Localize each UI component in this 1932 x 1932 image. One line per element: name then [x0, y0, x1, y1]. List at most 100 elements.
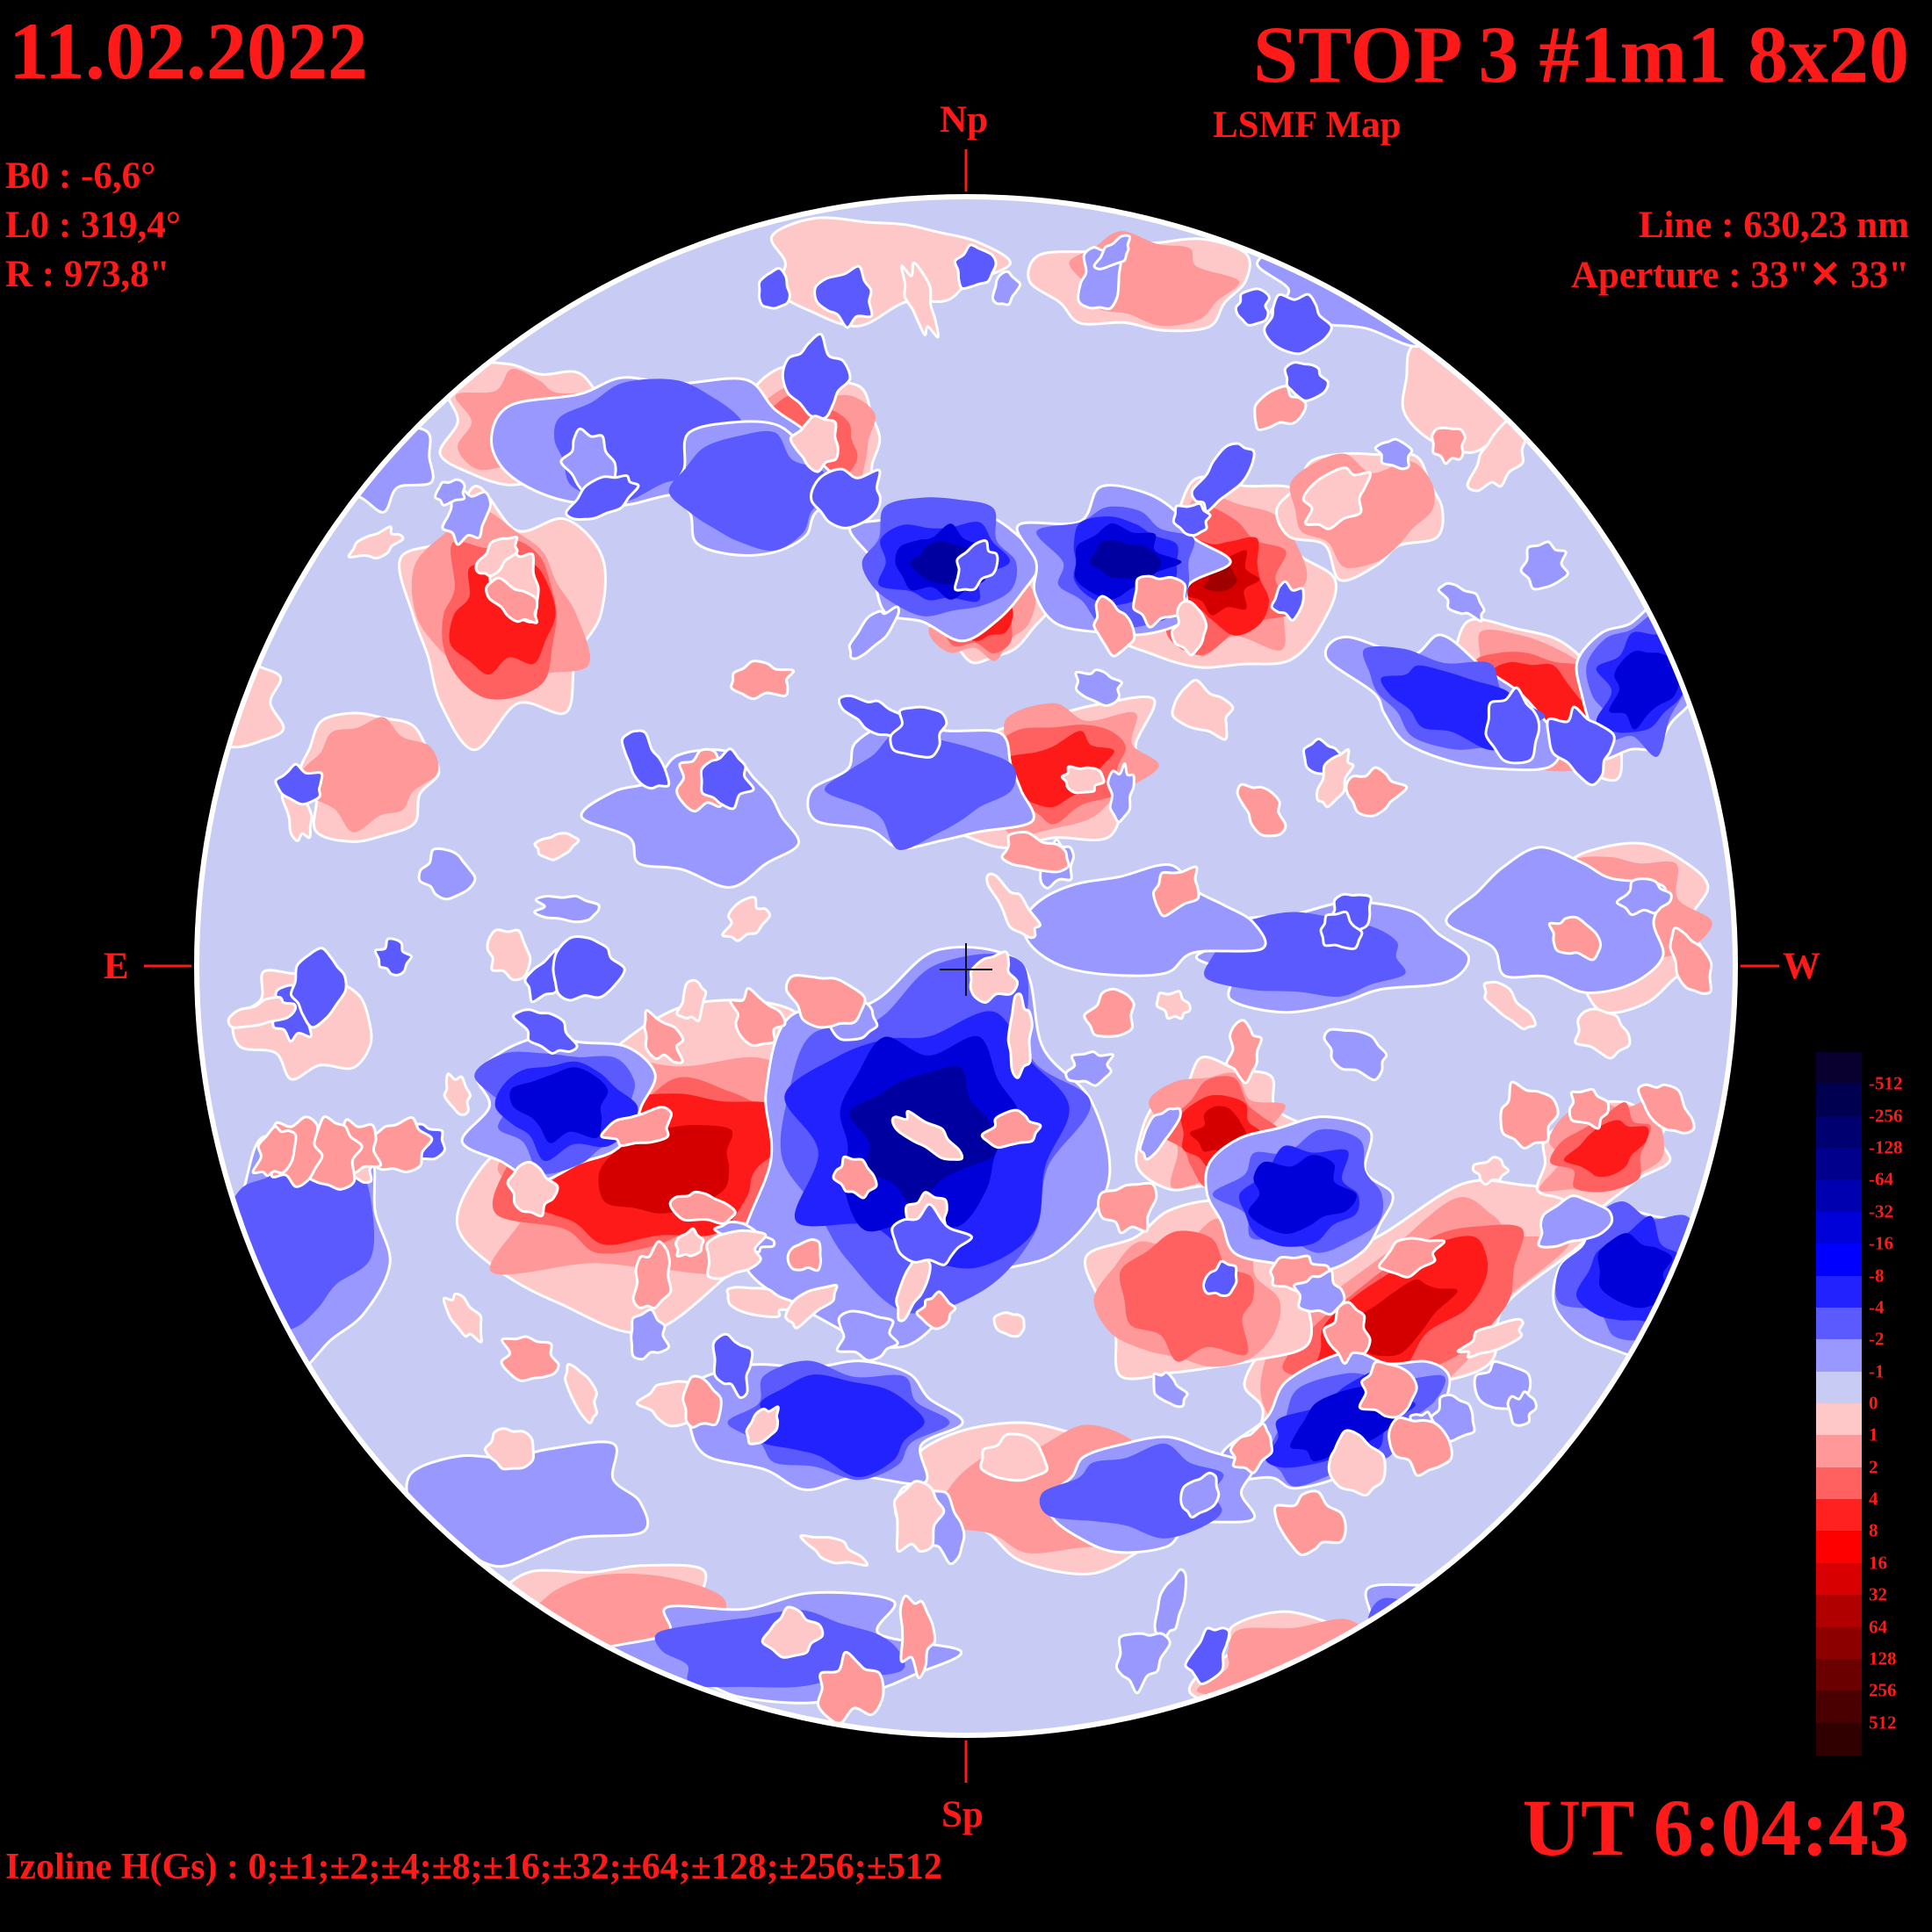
- legend-label: -512: [1869, 1072, 1903, 1094]
- aperture-size: Aperture : 33"✕ 33": [1570, 255, 1909, 296]
- west-label: W: [1783, 946, 1820, 987]
- legend-label: 4: [1869, 1488, 1878, 1510]
- color-scale-legend: [1816, 1052, 1862, 1755]
- legend-label: 512: [1869, 1712, 1897, 1734]
- positive-speckle: [789, 415, 840, 473]
- positive-speckle: [631, 1240, 673, 1310]
- negative-speckle: [512, 1008, 579, 1056]
- positive-speckle: [227, 996, 298, 1029]
- negative-speckle: [781, 332, 852, 421]
- legend-label: -256: [1869, 1105, 1903, 1127]
- negative-speckle: [813, 264, 874, 329]
- positive-speckle: [474, 535, 519, 578]
- negative-field-region: [1359, 1585, 1560, 1693]
- positive-speckle: [1301, 466, 1373, 530]
- compass-ticks: [144, 149, 1779, 1783]
- positive-speckle: [347, 525, 405, 560]
- legend-label: 64: [1869, 1616, 1887, 1638]
- map-title: STOP 3 #1m1 8x20: [1252, 10, 1909, 99]
- positive-speckle: [486, 928, 532, 982]
- negative-speckle: [1152, 1371, 1189, 1409]
- positive-speckle: [1092, 595, 1136, 658]
- negative-field-region: [1597, 1233, 1675, 1308]
- negative-field-region: [825, 731, 1017, 850]
- negative-speckle: [991, 270, 1022, 306]
- positive-speckle: [895, 1244, 932, 1323]
- positive-speckle: [1097, 1181, 1158, 1235]
- negative-field-region: [1609, 650, 1680, 730]
- negative-speckle: [274, 762, 324, 806]
- negative-speckle: [417, 847, 477, 901]
- positive-speckle: [506, 1160, 559, 1218]
- negative-field-region: [1381, 665, 1520, 751]
- positive-speckle: [992, 1311, 1026, 1338]
- positive-speckle: [1236, 782, 1287, 838]
- negative-speckle: [1537, 1194, 1614, 1249]
- legend-label: -16: [1869, 1232, 1893, 1254]
- negative-speckle: [1234, 287, 1271, 327]
- negative-speckle: [1319, 910, 1364, 950]
- legend-label: 2: [1869, 1456, 1878, 1478]
- b0-value: B0 : -6,6°: [5, 155, 156, 197]
- legend-swatch: [1816, 1179, 1862, 1213]
- positive-speckle: [484, 1427, 536, 1471]
- positive-speckle: [668, 1190, 737, 1225]
- legend-swatch: [1816, 1084, 1862, 1117]
- negative-speckle: [289, 947, 348, 1029]
- negative-speckle: [1373, 437, 1414, 471]
- positive-speckle: [1344, 766, 1409, 818]
- positive-speckle: [533, 832, 580, 861]
- negative-field-region: [1039, 1443, 1224, 1539]
- negative-speckle: [953, 243, 998, 291]
- legend-swatch: [1816, 1435, 1862, 1468]
- line-wavelength: Line : 630,23 nm: [1638, 205, 1909, 246]
- negative-speckle: [1323, 1027, 1388, 1082]
- positive-speckle: [1378, 1236, 1446, 1279]
- negative-speckle: [1270, 580, 1305, 622]
- positive-speckle: [1482, 980, 1537, 1031]
- positive-speckle: [1171, 679, 1235, 741]
- negative-speckle: [890, 1202, 973, 1266]
- positive-speckle: [1000, 830, 1071, 874]
- positive-speckle: [1471, 1156, 1510, 1186]
- negative-speckle: [1506, 1390, 1538, 1427]
- positive-speckle: [1637, 1083, 1696, 1135]
- positive-speckle: [1006, 992, 1034, 1079]
- negative-speckle: [1171, 501, 1212, 537]
- negative-speckle: [699, 747, 755, 811]
- legend-label: 256: [1869, 1679, 1897, 1701]
- positive-speckle: [674, 1227, 705, 1258]
- legend-label: 16: [1869, 1552, 1887, 1574]
- positive-speckle: [730, 660, 796, 701]
- negative-speckle: [1484, 686, 1541, 765]
- polarity-regions: [197, 216, 1713, 1729]
- positive-speckle: [1499, 1080, 1560, 1150]
- negative-speckle: [551, 935, 626, 1002]
- positive-speckle: [915, 1290, 957, 1330]
- positive-speckle: [1155, 990, 1192, 1020]
- legend-label: 0: [1869, 1392, 1878, 1414]
- positive-speckle: [745, 1405, 780, 1445]
- negative-speckle: [1201, 1259, 1238, 1297]
- negative-field-region: [760, 1374, 925, 1477]
- negative-speckle: [1615, 877, 1673, 917]
- negative-speckle: [434, 478, 466, 507]
- negative-field-region: [1342, 1577, 1561, 1715]
- negative-speckle: [1263, 292, 1333, 356]
- map-subtitle: LSMF Map: [1213, 105, 1402, 146]
- negative-speckle: [1064, 1050, 1114, 1087]
- legend-swatch: [1816, 1626, 1862, 1660]
- observation-date: 11.02.2022: [9, 6, 368, 96]
- negative-speckle: [1437, 581, 1486, 623]
- legend-swatch: [1816, 1275, 1862, 1308]
- positive-speckle: [675, 978, 708, 1023]
- positive-speckle: [1574, 1007, 1632, 1060]
- positive-speckle: [985, 872, 1042, 940]
- negative-speckle: [1107, 762, 1135, 824]
- negative-speckle: [847, 605, 901, 660]
- legend-swatch: [1816, 1690, 1862, 1724]
- positive-speckle: [1547, 915, 1603, 962]
- negative-speckle: [711, 1332, 754, 1399]
- negative-speckle: [533, 894, 601, 924]
